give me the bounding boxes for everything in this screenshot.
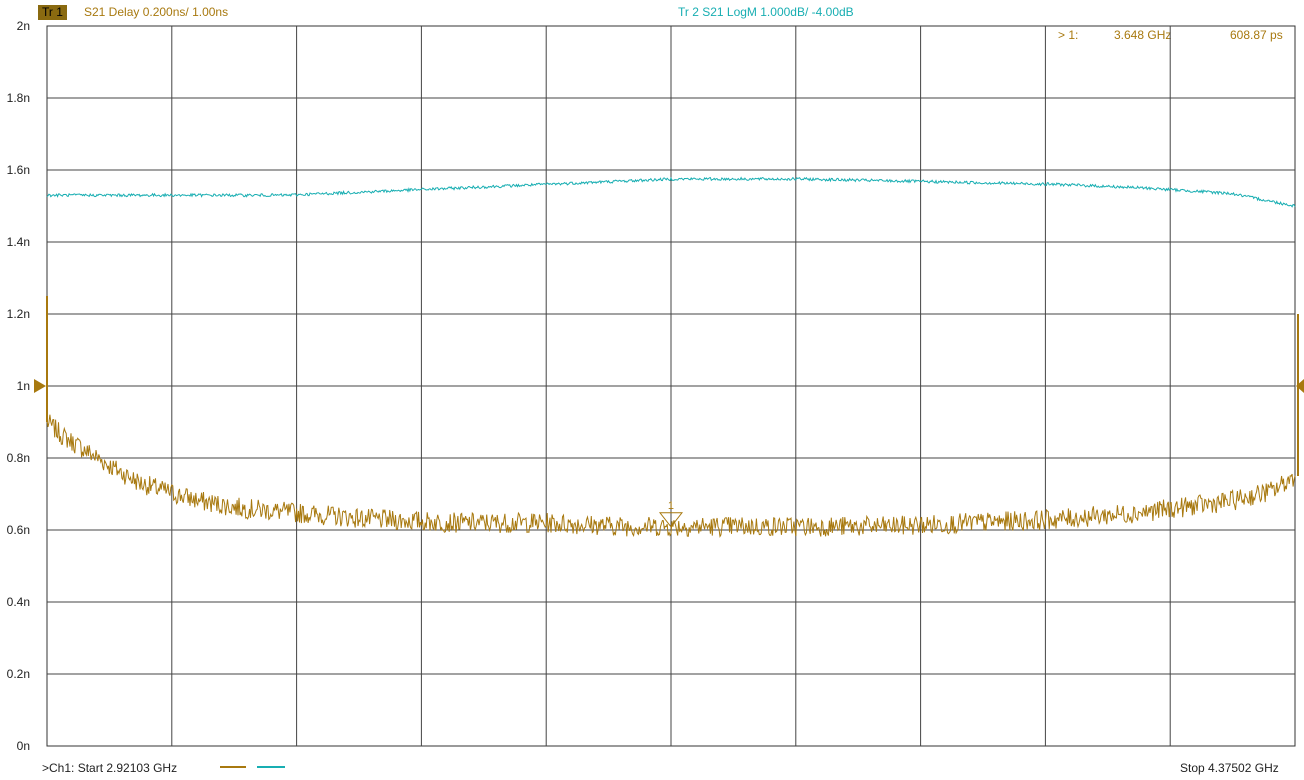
- y-tick-label: 1.2n: [6, 307, 30, 321]
- trace1-badge[interactable]: Tr 1: [38, 5, 67, 20]
- marker-1-label: 1: [668, 500, 674, 512]
- reference-level-left-icon: [34, 379, 46, 393]
- trace2-label[interactable]: Tr 2 S21 LogM 1.000dB/ -4.00dB: [678, 5, 854, 19]
- y-tick-label: 0.2n: [6, 667, 30, 681]
- y-tick-label: 2n: [16, 19, 30, 33]
- y-tick-label: 0.4n: [6, 595, 30, 609]
- trace1-label[interactable]: S21 Delay 0.200ns/ 1.00ns: [84, 5, 229, 19]
- plot-traces: [46, 176, 1296, 538]
- trace-line-1: [46, 414, 1296, 538]
- reference-level-right-icon: [1296, 379, 1304, 393]
- y-tick-label: 0n: [16, 739, 30, 753]
- start-frequency-label: >Ch1: Start 2.92103 GHz: [42, 761, 178, 775]
- stop-frequency-label: Stop 4.37502 GHz: [1180, 761, 1279, 775]
- y-tick-label: 1.6n: [6, 163, 30, 177]
- plot-markers: 1: [34, 296, 1304, 528]
- trace-line-2: [46, 176, 1296, 208]
- trace-header-bar: Tr 1 S21 Delay 0.200ns/ 1.00ns Tr 2 S21 …: [0, 0, 1304, 22]
- marker-id: > 1:: [1058, 28, 1079, 42]
- y-tick-label: 1.8n: [6, 91, 30, 105]
- y-tick-label: 0.6n: [6, 523, 30, 537]
- y-tick-label: 1n: [16, 379, 30, 393]
- plot-grid: [46, 25, 1296, 747]
- marker-1-icon: [658, 512, 684, 528]
- marker-value: 608.87 ps: [1230, 28, 1283, 42]
- y-tick-label: 1.4n: [6, 235, 30, 249]
- marker-frequency: 3.648 GHz: [1114, 28, 1172, 42]
- y-tick-label: 0.8n: [6, 451, 30, 465]
